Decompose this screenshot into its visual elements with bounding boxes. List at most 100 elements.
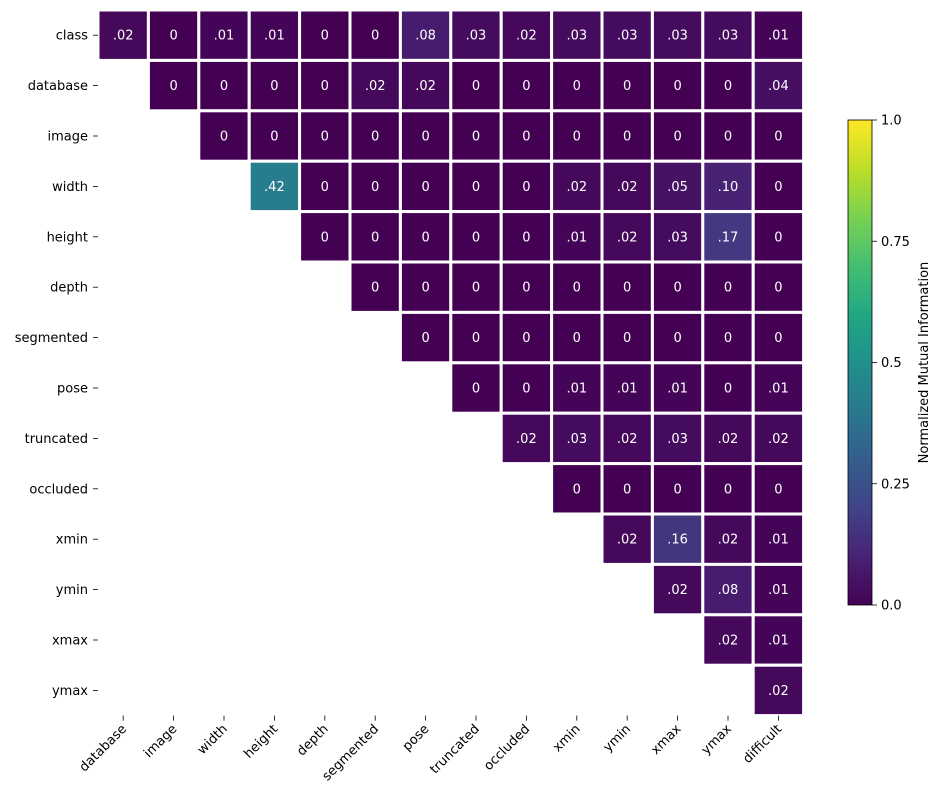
heatmap-cell — [348, 260, 402, 314]
cell-value-label: .01 — [667, 382, 688, 397]
cell-value-label: 0 — [421, 281, 429, 296]
heatmap-cell — [449, 210, 503, 264]
cell-value-label: .02 — [718, 533, 739, 548]
colorbar-tick-label: 0.5 — [881, 356, 902, 371]
heatmap-cell — [499, 361, 554, 415]
cell-value-label: .08 — [718, 583, 739, 598]
cell-value-label: .05 — [667, 180, 688, 195]
column-tick-label: height — [241, 722, 281, 762]
heatmap-cell — [298, 210, 352, 264]
heatmap-cell — [751, 361, 806, 415]
cell-value-label: 0 — [724, 79, 732, 94]
cell-value-label: .01 — [768, 533, 789, 548]
heatmap-cell — [550, 58, 604, 113]
heatmap-cell — [197, 58, 251, 113]
row-tick-label: database — [28, 79, 88, 94]
cell-value-label: 0 — [270, 79, 278, 94]
column-tick-label: depth — [294, 722, 331, 759]
cell-value-label: .02 — [617, 533, 638, 548]
row-tick-label: width — [52, 180, 88, 195]
cell-value-label: 0 — [321, 130, 329, 145]
heatmap-cell — [499, 310, 554, 365]
row-tick-label: truncated — [25, 432, 88, 447]
cell-value-label: 0 — [522, 230, 530, 245]
cell-value-label: 0 — [522, 79, 530, 94]
heatmap-cell — [550, 8, 604, 62]
column-tick-label: ymin — [601, 722, 634, 755]
heatmap-cell — [751, 159, 806, 214]
heatmap-cell — [701, 613, 755, 667]
heatmap-cell — [650, 159, 705, 214]
row-axis: class database image width height depth segmen… — [15, 29, 98, 699]
cell-value-label: .02 — [365, 79, 386, 94]
cell-value-label: 0 — [673, 130, 681, 145]
cell-value-label: .02 — [718, 634, 739, 649]
cell-value-label: 0 — [421, 130, 429, 145]
cell-value-label: 0 — [673, 482, 681, 497]
cell-value-label: .02 — [718, 432, 739, 447]
heatmap-cell — [751, 310, 806, 365]
cell-value-label: .03 — [566, 432, 587, 447]
colorbar-label: Normalized Mutual Information — [917, 262, 932, 464]
cell-value-label: 0 — [522, 382, 530, 397]
cell-value-label: 0 — [522, 281, 530, 296]
cell-value-label: 0 — [270, 130, 278, 145]
cell-value-label: .42 — [264, 180, 285, 195]
cell-value-label: 0 — [774, 180, 782, 195]
heatmap-cell — [550, 159, 604, 214]
cell-value-label: 0 — [724, 482, 732, 497]
cell-value-label: .02 — [113, 29, 134, 44]
colorbar-tick-label: 0.75 — [881, 235, 910, 250]
cell-value-label: 0 — [774, 130, 782, 145]
cell-value-label: 0 — [321, 230, 329, 245]
cell-value-label: 0 — [724, 382, 732, 397]
cell-value-label: 0 — [421, 230, 429, 245]
heatmap-cell — [247, 159, 302, 214]
heatmap-cell — [600, 260, 654, 314]
cell-value-label: 0 — [371, 29, 379, 44]
cell-value-label: 0 — [724, 331, 732, 346]
row-tick-label: ymin — [56, 583, 88, 598]
row-tick-label: xmax — [52, 634, 88, 649]
cell-value-label: 0 — [220, 130, 228, 145]
heatmap-cell — [600, 361, 654, 415]
cell-value-label: 0 — [472, 281, 480, 296]
heatmap-cell — [751, 411, 806, 466]
cell-value-label: .17 — [718, 230, 739, 245]
cell-value-label: .01 — [617, 382, 638, 397]
column-tick-label: xmin — [550, 722, 583, 755]
cell-value-label: .02 — [617, 230, 638, 245]
cell-value-label: 0 — [522, 180, 530, 195]
cell-value-label: .02 — [617, 432, 638, 447]
column-tick-label: ymax — [699, 722, 735, 758]
heatmap-cell — [751, 613, 806, 667]
heatmap-cell — [550, 462, 604, 516]
cell-value-label: .03 — [667, 29, 688, 44]
cell-value-label: 0 — [623, 331, 631, 346]
row-tick-label: occluded — [29, 482, 88, 497]
heatmap-cell — [650, 512, 705, 566]
column-tick-label: xmax — [648, 722, 684, 758]
heatmap-cell — [751, 462, 806, 516]
colorbar-ticks: 0.0 0.25 0.5 0.75 1.0 — [872, 114, 910, 614]
cell-value-label: .08 — [415, 29, 436, 44]
column-tick-label: database — [77, 722, 130, 775]
cell-value-label: .03 — [667, 230, 688, 245]
cell-value-label: .01 — [768, 634, 789, 649]
row-tick-label: pose — [57, 382, 88, 397]
colorbar-tick-label: 0.0 — [881, 599, 902, 614]
cell-value-label: 0 — [371, 130, 379, 145]
cell-value-label: 0 — [421, 331, 429, 346]
cell-value-label: 0 — [169, 79, 177, 94]
column-tick-label: difficult — [740, 722, 785, 767]
heatmap-cell — [600, 512, 654, 566]
cell-value-label: 0 — [774, 482, 782, 497]
cell-value-label: .02 — [415, 79, 436, 94]
cell-value-label: .02 — [667, 583, 688, 598]
heatmap-cell — [449, 8, 503, 62]
cell-value-label: 0 — [573, 331, 581, 346]
cell-value-label: .03 — [667, 432, 688, 447]
cell-value-label: .02 — [768, 684, 789, 699]
cell-value-label: .02 — [768, 432, 789, 447]
